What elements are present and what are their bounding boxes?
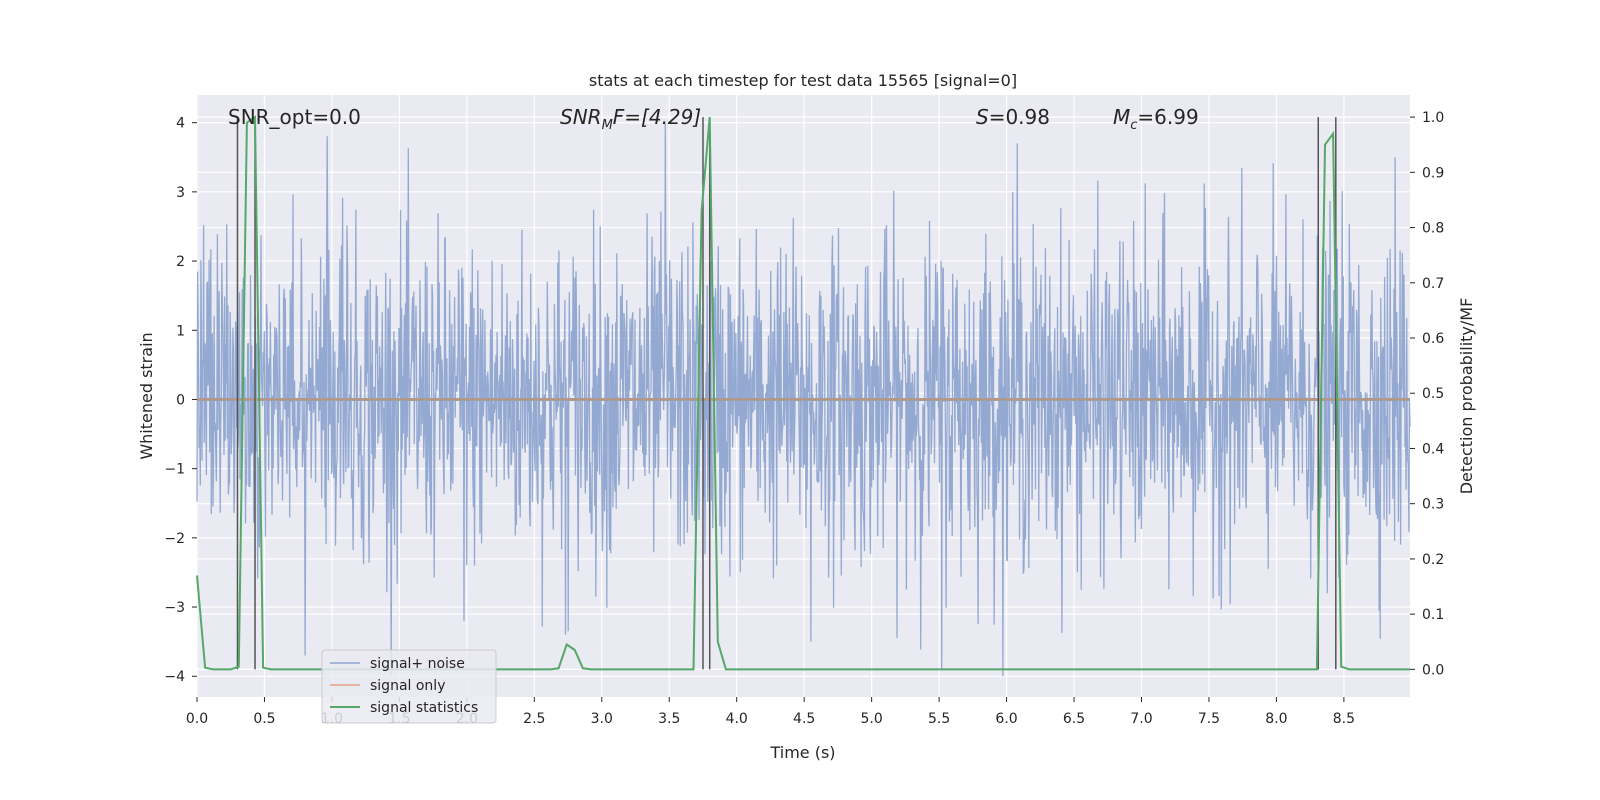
y-right-tick-label: 0.5 xyxy=(1422,386,1444,402)
y-right-tick-label: 0.8 xyxy=(1422,221,1444,237)
x-tick-label: 7.0 xyxy=(1130,711,1152,727)
legend-label-signal-statistics: signal statistics xyxy=(370,700,478,716)
x-tick-label: 8.5 xyxy=(1333,711,1355,727)
annotation-snr-mf-rest: F=[4.29] xyxy=(613,105,701,129)
legend-label-signal-noise: signal+ noise xyxy=(370,656,465,672)
legend-box xyxy=(321,649,497,724)
y-right-tick-label: 0.9 xyxy=(1422,165,1444,181)
y-left-tick-label: −3 xyxy=(164,600,185,616)
annotation-s-rest: =0.98 xyxy=(989,105,1050,129)
x-tick-label: 5.0 xyxy=(861,711,883,727)
legend: signal+ noise signal only signal statist… xyxy=(321,649,497,724)
annotation-snr-mf-sub: M xyxy=(602,118,613,133)
x-tick-label: 8.0 xyxy=(1265,711,1287,727)
x-axis-label: Time (s) xyxy=(769,743,835,762)
annotation-s: S=0.98 xyxy=(976,105,1050,129)
signal-noise-line xyxy=(196,122,1411,677)
x-tick-label: 6.0 xyxy=(995,711,1017,727)
series-signal-statistics xyxy=(196,115,1410,671)
x-tick-label: 3.0 xyxy=(591,711,613,727)
annotation-snr-mf-main: SNR xyxy=(560,105,602,129)
legend-label-signal-only: signal only xyxy=(370,678,445,694)
annotation-mc-main: M xyxy=(1113,105,1130,129)
y-left-tick-label: 0 xyxy=(176,392,185,408)
y-left-tick-label: −2 xyxy=(164,531,185,547)
annotation-snr-opt: SNR_opt=0.0 xyxy=(228,105,361,129)
x-tick-label: 7.5 xyxy=(1198,711,1220,727)
y-right-tick-label: 0.1 xyxy=(1422,607,1444,623)
y-left-tick-label: 4 xyxy=(176,116,185,132)
x-tick-label: 3.5 xyxy=(658,711,680,727)
y-right-tick-label: 0.4 xyxy=(1422,441,1444,457)
annotation-mc: Mc=6.99 xyxy=(1113,105,1199,133)
annotation-s-main: S xyxy=(976,105,989,129)
y-right-tick-label: 0.2 xyxy=(1422,552,1444,568)
y-right-tick-label: 0.7 xyxy=(1422,276,1444,292)
vertical-markers xyxy=(236,117,1337,670)
y-axis-right-label: Detection probability/MF xyxy=(1457,298,1476,495)
x-tick-label: 4.5 xyxy=(793,711,815,727)
annotation-snr-mf: SNRMF=[4.29] xyxy=(560,105,701,133)
chart-title: stats at each timestep for test data 155… xyxy=(589,71,1017,90)
x-tick-label: 5.5 xyxy=(928,711,950,727)
x-tick-label: 0.5 xyxy=(253,711,275,727)
y-right-tick-label: 0.6 xyxy=(1422,331,1444,347)
x-tick-label: 6.5 xyxy=(1063,711,1085,727)
y-right-tick-label: 0.3 xyxy=(1422,497,1444,513)
y-left-tick-label: −1 xyxy=(164,462,185,478)
annotation-mc-sub: c xyxy=(1130,118,1137,133)
annotation-mc-rest: =6.99 xyxy=(1137,105,1198,129)
y-left-tick-label: 2 xyxy=(176,254,185,270)
y-axis-left-label: Whitened strain xyxy=(137,332,156,459)
y-left-tick-label: −4 xyxy=(164,669,185,685)
x-tick-label: 2.5 xyxy=(523,711,545,727)
x-tick-label: 4.0 xyxy=(726,711,748,727)
y-left-tick-label: 1 xyxy=(176,323,185,339)
signal-statistics-line xyxy=(196,115,1410,671)
y-left-tick-label: 3 xyxy=(176,185,185,201)
y-right-tick-label: 0.0 xyxy=(1422,662,1444,678)
x-tick-label: 0.0 xyxy=(186,711,208,727)
y-right-tick-label: 1.0 xyxy=(1422,110,1444,126)
